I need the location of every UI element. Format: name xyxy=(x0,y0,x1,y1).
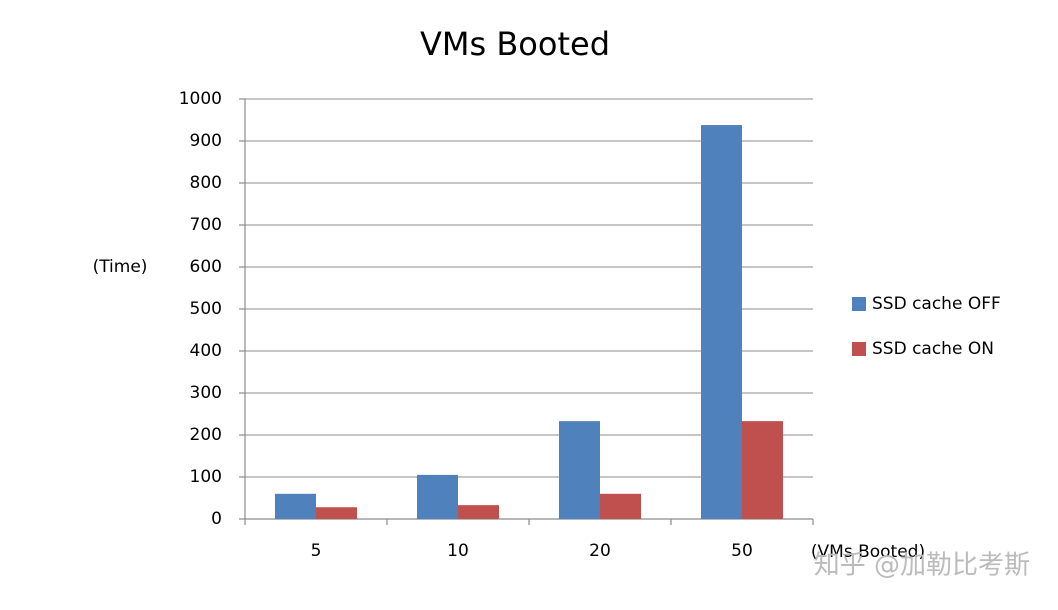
bar xyxy=(458,505,499,519)
x-axis-label: (VMs Booted) xyxy=(811,542,925,562)
bar xyxy=(275,493,316,519)
x-tick-label: 5 xyxy=(311,541,322,561)
y-axis-label: (Time) xyxy=(93,257,148,277)
bar xyxy=(417,474,458,519)
y-tick-label: 100 xyxy=(190,467,222,487)
y-tick-label: 300 xyxy=(190,383,222,403)
legend-swatch xyxy=(852,342,866,356)
y-tick-label: 800 xyxy=(190,173,222,193)
y-tick-label: 1000 xyxy=(179,89,222,109)
legend-label: SSD cache OFF xyxy=(872,294,1001,314)
watermark: 知乎 @加勒比考斯 xyxy=(814,551,1030,581)
legend-swatch xyxy=(852,297,866,311)
x-tick-label: 50 xyxy=(731,541,753,561)
bar xyxy=(742,421,783,519)
y-tick-label: 500 xyxy=(190,299,222,319)
y-tick-label: 600 xyxy=(190,257,222,277)
y-tick-label: 900 xyxy=(190,131,222,151)
bar xyxy=(316,507,357,519)
y-tick-label: 400 xyxy=(190,341,222,361)
x-tick-label: 20 xyxy=(589,541,611,561)
bar xyxy=(600,493,641,519)
bar xyxy=(701,125,742,519)
chart-title: VMs Booted xyxy=(420,25,610,63)
legend-label: SSD cache ON xyxy=(872,339,994,359)
y-tick-label: 0 xyxy=(211,509,222,529)
y-tick-label: 200 xyxy=(190,425,222,445)
x-tick-label: 10 xyxy=(447,541,469,561)
bar xyxy=(559,421,600,519)
y-tick-label: 700 xyxy=(190,215,222,235)
